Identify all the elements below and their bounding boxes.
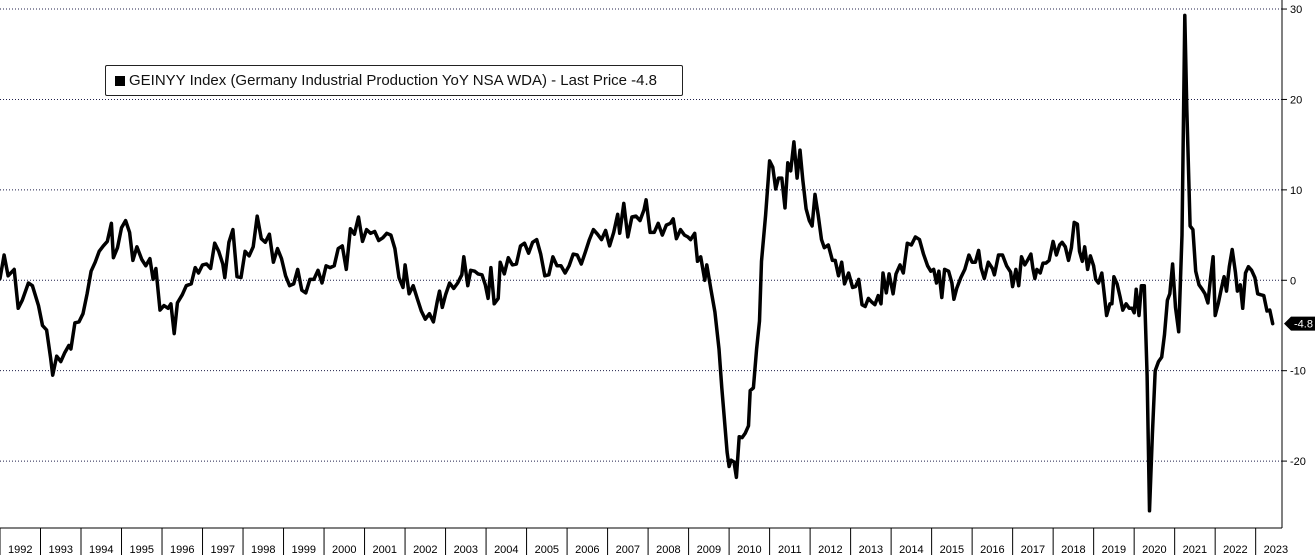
x-tick-label: 2009	[697, 544, 721, 555]
last-price-tag	[1284, 316, 1315, 331]
x-tick-label: 2021	[1183, 544, 1207, 555]
y-tick-label: 30	[1290, 4, 1302, 16]
last-price-marker: -4.8	[1284, 316, 1315, 331]
x-tick-label: 2019	[1102, 544, 1126, 555]
x-tick-label: 2022	[1223, 544, 1247, 555]
y-axis: -20 -10 0 10 20 30	[1281, 0, 1306, 528]
x-tick-label: 2001	[373, 544, 397, 555]
x-axis: 1992 1993 1994 1995 1996 1997 1998 1999 2000 2001…	[0, 527, 1288, 555]
chart-legend: GEINYY Index (Germany Industrial Product…	[105, 65, 683, 96]
x-tick-label: 2011	[778, 544, 802, 555]
x-tick-label: 2020	[1142, 544, 1166, 555]
x-tick-label: 2013	[859, 544, 883, 555]
legend-label: GEINYY Index (Germany Industrial Product…	[129, 72, 658, 89]
y-tick-label: 10	[1290, 185, 1302, 197]
x-tick-label: 2006	[575, 544, 599, 555]
x-tick-label: 1999	[292, 544, 316, 555]
x-tick-label: 2018	[1061, 544, 1085, 555]
x-tick-label: 1996	[170, 544, 194, 555]
legend-swatch-icon	[115, 75, 125, 86]
x-tick-label: 2002	[413, 544, 437, 555]
x-tick-label: 2017	[1021, 544, 1045, 555]
x-tick-label: 2012	[818, 544, 842, 555]
x-tick-label: 1997	[211, 544, 235, 555]
series-line	[0, 13, 1275, 513]
x-tick-label: 1992	[8, 544, 32, 555]
gridlines	[0, 8, 1282, 462]
x-tick-label: 1998	[251, 544, 275, 555]
x-tick-label: 1994	[89, 544, 113, 555]
x-tick-label: 1995	[130, 544, 154, 555]
x-tick-label: 2023	[1264, 544, 1288, 555]
x-tick-label: 2007	[616, 544, 640, 555]
x-tick-label: 1993	[49, 544, 73, 555]
x-tick-label: 2008	[656, 544, 680, 555]
x-tick-label: 2005	[535, 544, 559, 555]
y-tick-label: -20	[1290, 456, 1306, 468]
x-tick-label: 2003	[454, 544, 478, 555]
x-tick-label: 2014	[899, 544, 923, 555]
last-price-label: -4.8	[1294, 319, 1313, 331]
y-tick-label: 0	[1290, 275, 1296, 287]
y-tick-label: 20	[1290, 94, 1302, 106]
x-tick-label: 2016	[980, 544, 1004, 555]
x-tick-label: 2010	[737, 544, 761, 555]
y-tick-label: -10	[1290, 366, 1306, 378]
x-tick-label: 2000	[332, 544, 356, 555]
x-tick-label: 2015	[940, 544, 964, 555]
x-tick-label: 2004	[494, 544, 518, 555]
series-group	[0, 13, 1275, 513]
